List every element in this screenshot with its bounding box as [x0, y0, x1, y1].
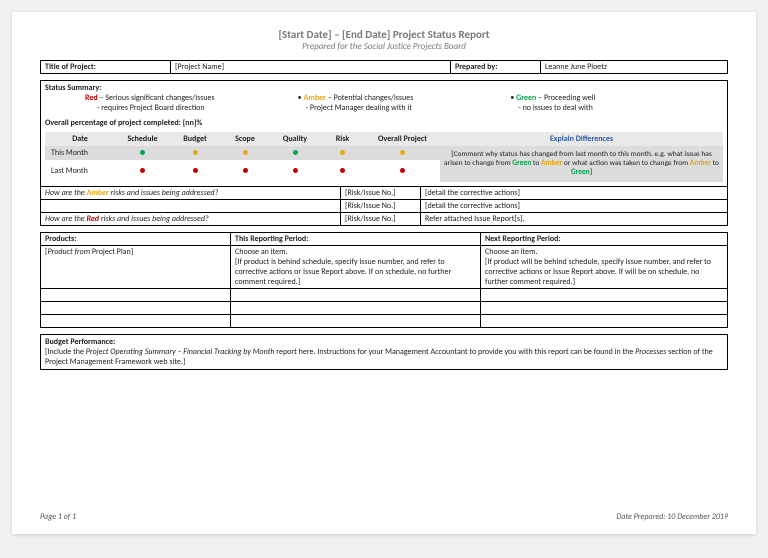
this-month-label: This Month: [45, 146, 115, 160]
document-page: [Start Date] – [End Date] Project Status…: [12, 12, 756, 534]
amber-q-row-2: [Risk/Issue No.] [detail the corrective …: [41, 199, 727, 212]
red-riskno: [Risk/Issue No.]: [341, 213, 421, 225]
title-block: [Start Date] – [End Date] Project Status…: [40, 28, 728, 52]
products-h3: Next Reporting Period:: [481, 232, 728, 245]
hdr-explain: Explain Differences: [440, 132, 723, 146]
red-label: Red: [85, 93, 98, 103]
overall-pct: Overall percentage of project completed:…: [45, 118, 723, 128]
prepared-by-label: Prepared by:: [451, 61, 541, 73]
products-h1: Products:: [41, 232, 231, 245]
lm-overall: [365, 160, 440, 182]
tm-quality: [270, 146, 320, 160]
tm-scope: [220, 146, 270, 160]
hdr-overall: Overall Project: [365, 132, 440, 146]
status-red-col: Red – Serious significant changes/issues…: [85, 93, 298, 114]
rag-table: Date Schedule Budget Scope Quality Risk …: [45, 132, 723, 182]
this-period-cell: Choose an item. [If product is behind sc…: [231, 245, 481, 288]
budget-label: Budget Performance:: [45, 337, 723, 347]
lm-budget: [170, 160, 220, 182]
amber-q-row-1: How are the Amber risks and issues being…: [41, 186, 727, 199]
tm-schedule: [115, 146, 170, 160]
hdr-quality: Quality: [270, 132, 320, 146]
green-label: Green: [516, 93, 536, 103]
hdr-risk: Risk: [320, 132, 365, 146]
amber-question: How are the Amber risks and issues being…: [41, 187, 341, 199]
tm-overall: [365, 146, 440, 160]
product-name: [Product from Project Plan]: [41, 245, 231, 288]
hdr-scope: Scope: [220, 132, 270, 146]
red-q-row: How are the Red risks and issues being a…: [41, 212, 727, 225]
products-row-1: [Product from Project Plan] Choose an it…: [41, 245, 728, 288]
status-summary-box: Status Summary: Red – Serious significan…: [40, 80, 728, 226]
status-summary-label: Status Summary:: [45, 83, 723, 93]
budget-box: Budget Performance: [Include the Project…: [40, 334, 728, 370]
rag-header-row: Date Schedule Budget Scope Quality Risk …: [45, 132, 723, 146]
footer-right: Date Prepared: 10 December 2019: [616, 512, 728, 522]
red-detail: Refer attached Issue Report[s].: [421, 213, 727, 225]
rag-this-month-row: This Month [Comment why status has chang…: [45, 146, 723, 160]
products-row-2: [41, 288, 728, 301]
amber-detail-1: [detail the corrective actions]: [421, 187, 727, 199]
amber-label: Amber: [303, 93, 326, 103]
subtitle: Prepared for the Social Justice Projects…: [40, 41, 728, 52]
project-name-value: [Project Name]: [171, 61, 451, 73]
prepared-by-value: Leanne June Ploetz: [541, 61, 727, 73]
tm-risk: [320, 146, 365, 160]
products-row-3: [41, 301, 728, 314]
next-period-cell: Choose an item. [If product will be behi…: [481, 245, 728, 288]
hdr-date: Date: [45, 132, 115, 146]
products-h2: This Reporting Period:: [231, 232, 481, 245]
explain-cell: [Comment why status has changed from las…: [440, 146, 723, 182]
tm-budget: [170, 146, 220, 160]
status-green-col: • Green – Proceeding well - no issues to…: [510, 93, 723, 114]
amber-riskno-2: [Risk/Issue No.]: [341, 200, 421, 212]
hdr-budget: Budget: [170, 132, 220, 146]
red-question: How are the Red risks and issues being a…: [41, 213, 341, 225]
products-table: Products: This Reporting Period: Next Re…: [40, 232, 728, 328]
lm-quality: [270, 160, 320, 182]
footer: Page 1 of 1 Date Prepared: 10 December 2…: [40, 512, 728, 522]
title-row-box: Title of Project: [Project Name] Prepare…: [40, 60, 728, 74]
lm-risk: [320, 160, 365, 182]
hdr-schedule: Schedule: [115, 132, 170, 146]
amber-detail-2: [detail the corrective actions]: [421, 200, 727, 212]
lm-schedule: [115, 160, 170, 182]
products-row-4: [41, 314, 728, 327]
status-amber-col: • Amber – Potential changes/issues - Pro…: [298, 93, 511, 114]
budget-text: [Include the Project Operating Summary –…: [45, 347, 723, 367]
footer-left: Page 1 of 1: [40, 512, 76, 522]
main-title: [Start Date] – [End Date] Project Status…: [40, 28, 728, 41]
last-month-label: Last Month: [45, 160, 115, 182]
lm-scope: [220, 160, 270, 182]
amber-riskno-1: [Risk/Issue No.]: [341, 187, 421, 199]
title-of-project-label: Title of Project:: [41, 61, 171, 73]
